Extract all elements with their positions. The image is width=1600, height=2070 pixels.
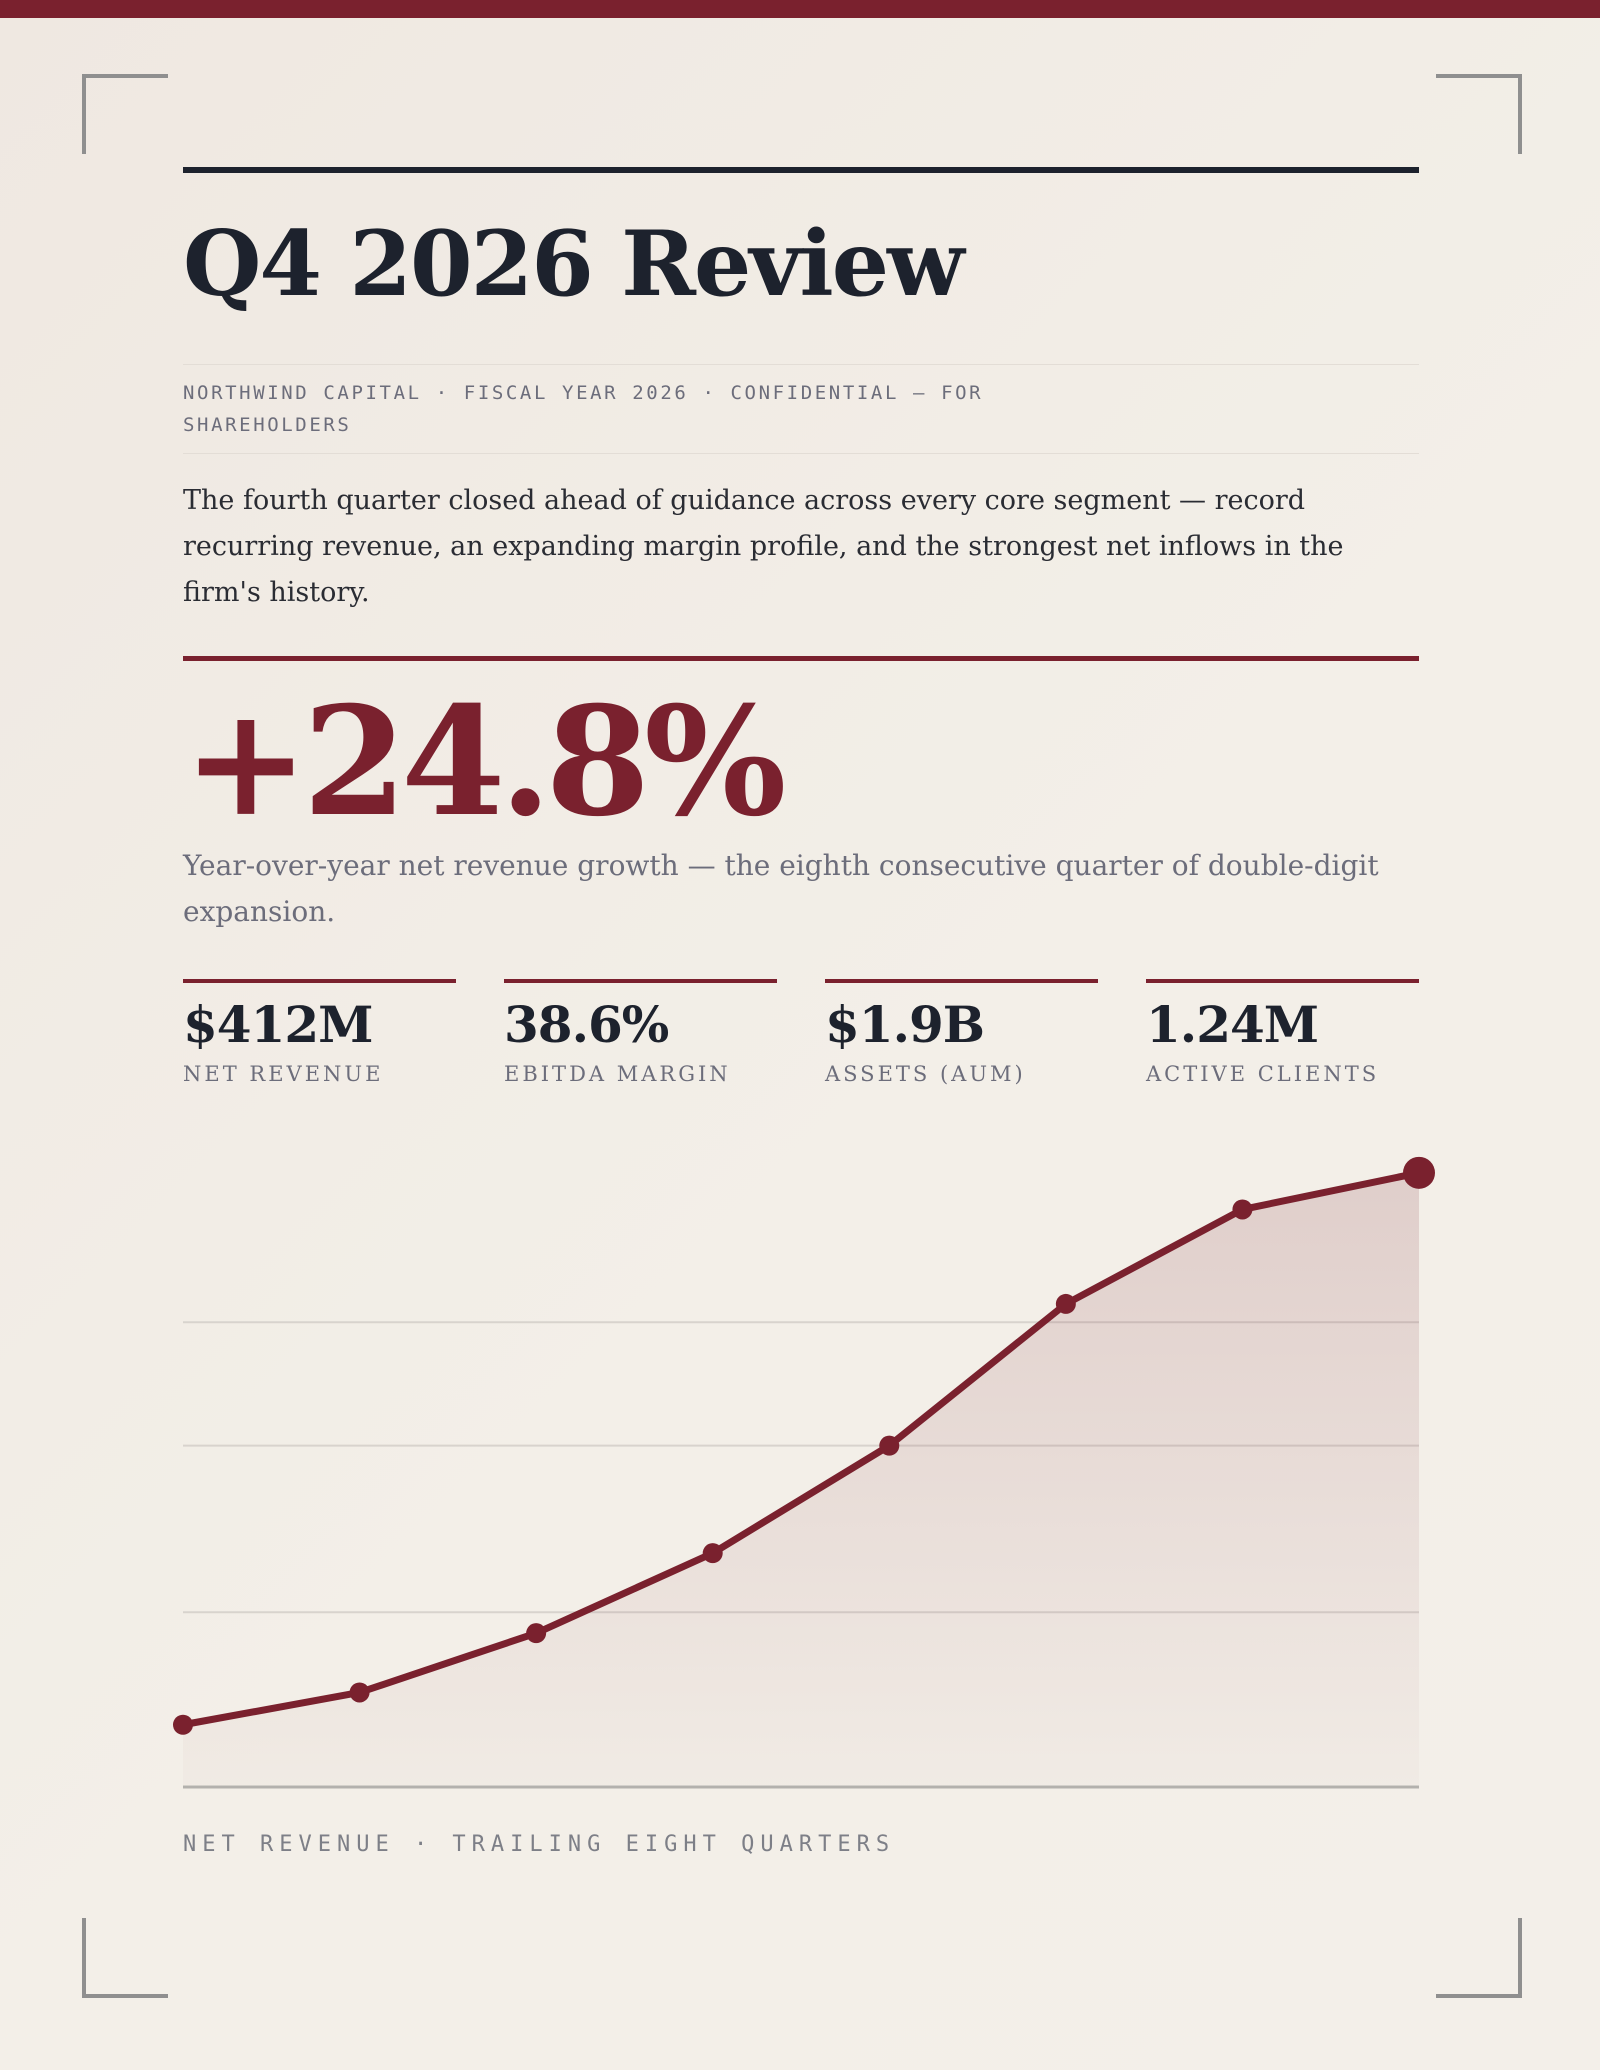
report-meta: NORTHWIND CAPITAL · FISCAL YEAR 2026 · C…	[183, 363, 1419, 454]
corner-mark-top-right	[1436, 74, 1522, 154]
kpi-assets-aum: $1.9B ASSETS (AUM)	[825, 978, 1098, 1087]
chart-caption: NET REVENUE · TRAILING EIGHT QUARTERS	[183, 1832, 896, 1857]
kpi-value: 1.24M	[1146, 994, 1319, 1054]
page-title: Q4 2026 Review	[183, 211, 964, 317]
kpi-value: $412M	[183, 994, 374, 1054]
chart-point	[349, 1682, 370, 1703]
kpi-net-revenue: $412M NET REVENUE	[183, 978, 456, 1087]
intro-paragraph: The fourth quarter closed ahead of guida…	[183, 484, 1344, 608]
kpi-label: EBITDA MARGIN	[504, 1061, 731, 1086]
kpi-ebitda-margin: 38.6% EBITDA MARGIN	[504, 978, 777, 1087]
chart-area-fill	[183, 1172, 1419, 1785]
headline-growth-value: +24.8%	[183, 673, 787, 850]
corner-mark-top-left	[82, 74, 168, 154]
kpi-value: $1.9B	[825, 994, 985, 1054]
chart-point	[173, 1714, 193, 1735]
chart-point	[879, 1435, 900, 1456]
kpi-row: $412M NET REVENUE 38.6% EBITDA MARGIN $1…	[183, 978, 1419, 1087]
headline-caption: Year-over-year net revenue growth — the …	[183, 848, 1379, 928]
chart-point	[1055, 1293, 1076, 1314]
kpi-label: ASSETS (AUM)	[825, 1061, 1026, 1086]
chart-series-line	[179, 1169, 1423, 1729]
headline-rule	[183, 655, 1419, 661]
title-rule	[183, 167, 1419, 173]
corner-mark-bottom-right	[1436, 1918, 1522, 1998]
report-meta-text: NORTHWIND CAPITAL · FISCAL YEAR 2026 · C…	[183, 381, 984, 436]
kpi-label: ACTIVE CLIENTS	[1146, 1061, 1380, 1086]
report-content: Q4 2026 Review NORTHWIND CAPITAL · FISCA…	[183, 167, 1419, 1087]
top-accent-band	[0, 0, 1600, 18]
kpi-active-clients: 1.24M ACTIVE CLIENTS	[1146, 978, 1419, 1087]
kpi-value: 38.6%	[504, 994, 669, 1054]
chart-point	[526, 1623, 547, 1644]
chart-point	[702, 1543, 723, 1564]
kpi-label: NET REVENUE	[183, 1061, 384, 1086]
revenue-area-chart	[173, 1156, 1435, 1789]
chart-point	[1232, 1199, 1253, 1220]
chart-point-latest	[1403, 1156, 1435, 1189]
corner-mark-bottom-left	[82, 1918, 168, 1998]
